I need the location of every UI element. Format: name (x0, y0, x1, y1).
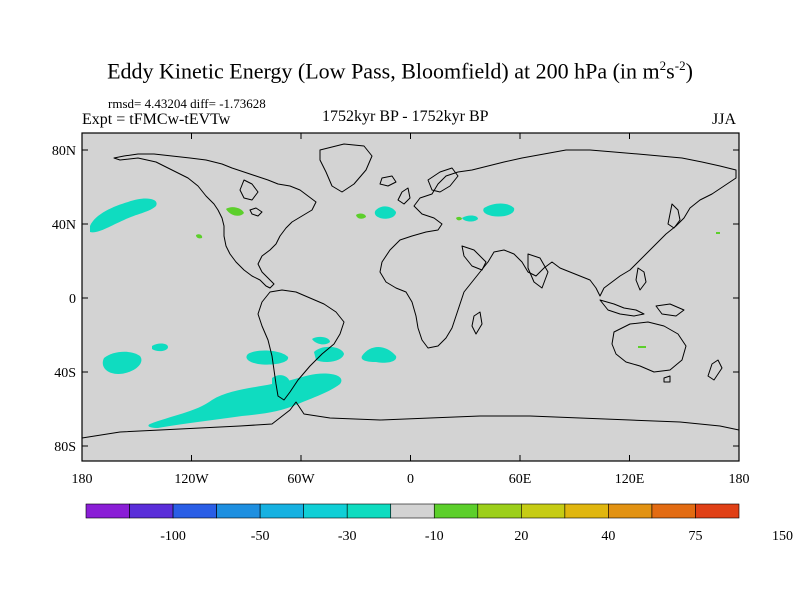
anomaly-north-america-positive (226, 207, 244, 216)
coastline-great-lakes (249, 207, 263, 217)
colorbar-label: -10 (425, 529, 444, 544)
lon-tick-label: 60W (287, 472, 315, 487)
lat-tick-label: 40N (52, 218, 76, 233)
lat-tick-label: 40S (54, 366, 76, 381)
coastline-india (527, 253, 549, 289)
coastline-greenland (319, 143, 373, 193)
anomaly-atlantic-small-positive (356, 213, 366, 219)
colorbar-swatch (346, 503, 392, 519)
anomaly-north-america-small-positive (196, 234, 203, 239)
colorbar-swatch (695, 503, 740, 519)
colorbar-swatch (477, 503, 522, 519)
experiment-label: Expt = tFMCw-tEVTw (82, 111, 231, 128)
coastline-tasmania (663, 375, 671, 383)
lon-tick-label: 120W (174, 472, 209, 487)
anomaly-south-atlantic-east (361, 347, 397, 363)
anomaly-south-atlantic-mid (314, 346, 344, 362)
lat-tick-label: 80S (54, 440, 76, 455)
colorbar-swatch (608, 503, 653, 519)
coastline-scandinavia (427, 167, 459, 193)
anomaly-mediterranean (462, 215, 478, 222)
lon-tick-label: 180 (729, 472, 750, 487)
lon-tick-label: 60E (509, 472, 532, 487)
statistics-text: rmsd= 4.43204 diff= -1.73628 (108, 96, 266, 111)
coastline-antarctica (81, 401, 740, 439)
anomaly-north-atlantic (374, 206, 396, 219)
colorbar-swatch (172, 503, 217, 519)
coastline-philippines (635, 267, 647, 291)
colorbar-swatch (303, 503, 348, 519)
colorbar-label: 20 (514, 529, 528, 544)
anomaly-small-pacific (152, 343, 168, 352)
colorbar-swatch (216, 503, 261, 519)
coastline-new-guinea (655, 303, 685, 317)
anomaly-europe-small-positive (456, 216, 462, 221)
lat-tick-label: 80N (52, 144, 76, 159)
colorbar-label: -30 (338, 529, 357, 544)
anomaly-east-pacific (246, 350, 289, 365)
map-axis-ticks: 180 120W 60W 0 60E 120E 180 80N 40N 0 40S 80S (52, 133, 750, 487)
coastline-japan (667, 203, 681, 229)
coastline-british-isles (397, 187, 411, 205)
coastline-australia (611, 321, 687, 373)
colorbar-label: 75 (688, 529, 702, 544)
coastline-new-zealand (707, 359, 723, 381)
period-label: 1752kyr BP - 1752kyr BP (322, 108, 489, 125)
anomaly-australia-positive (638, 346, 646, 348)
anomaly-south-atlantic-small (312, 336, 330, 345)
colorbar-label: -50 (251, 529, 270, 544)
colorbar-swatch (521, 503, 566, 519)
colorbar-swatch (651, 503, 696, 519)
colorbar-swatch (85, 503, 130, 519)
colorbar-swatch (564, 503, 609, 519)
coastline-southeast-asia-islands (599, 299, 645, 317)
anomaly-south-pacific (102, 351, 142, 374)
lon-tick-label: 0 (407, 472, 414, 487)
coastline-north-america (113, 153, 317, 289)
map-background (82, 133, 739, 461)
colorbar-label: 150 (772, 529, 793, 544)
coastline-africa-eurasia (379, 149, 737, 349)
plot-title: Eddy Kinetic Energy (Low Pass, Bloomfiel… (107, 58, 693, 84)
colorbar-swatch (129, 503, 174, 519)
anomaly-europe (483, 203, 515, 217)
coastline-arabia (461, 245, 487, 271)
lon-tick-label: 120E (615, 472, 645, 487)
colorbar-swatch (390, 503, 435, 519)
coastline-south-america (257, 289, 345, 401)
lat-tick-label: 0 (69, 292, 76, 307)
anomaly-pacific-east-positive (716, 232, 720, 234)
colorbar: -100 -50 -30 -10 20 40 75 150 (85, 503, 793, 544)
colorbar-swatch (259, 503, 304, 519)
coastline-madagascar (471, 311, 483, 335)
lon-tick-label: 180 (72, 472, 93, 487)
colorbar-label: 40 (601, 529, 615, 544)
coastline-iceland (379, 175, 397, 187)
season-label: JJA (712, 111, 737, 128)
colorbar-swatch (433, 503, 479, 519)
coastlines (81, 143, 740, 439)
anomaly-north-pacific (90, 198, 157, 233)
coastline-hudson-bay (239, 179, 259, 201)
colorbar-label: -100 (160, 529, 186, 544)
